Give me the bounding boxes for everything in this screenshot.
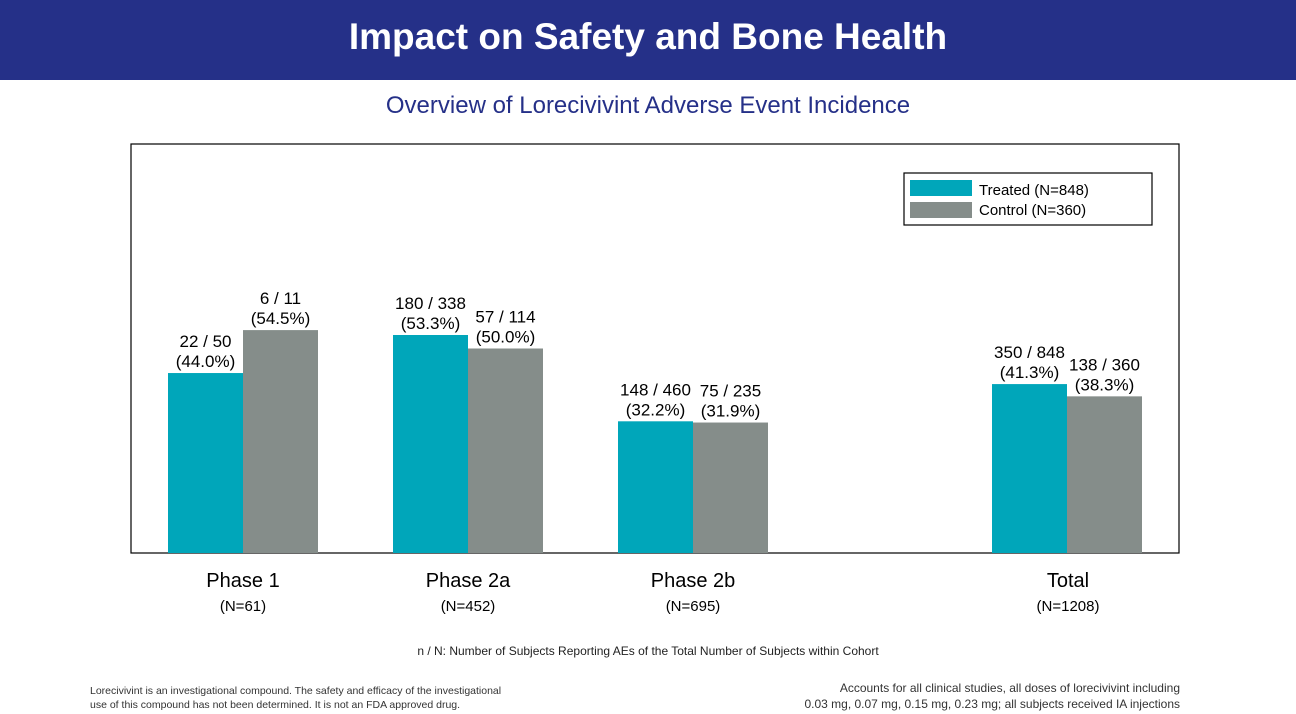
- bar-phase-2b-treated: [618, 421, 693, 553]
- data-label-pct-phase-1-treated: (44.0%): [176, 352, 236, 371]
- category-label-total: Total: [1047, 570, 1089, 592]
- labels-layer: 22 / 50(44.0%) 6 / 11(54.5%) Phase 1 (N=61)…: [176, 289, 1140, 615]
- data-label-pct-phase-2b-control: (31.9%): [701, 402, 761, 421]
- bar-phase-1-treated: [168, 373, 243, 553]
- category-sublabel-phase-2b: (N=695): [666, 598, 721, 615]
- data-label-count-total-treated: 350 / 848: [994, 343, 1065, 362]
- disclaimer-line-1: Lorecivivint is an investigational compo…: [90, 685, 502, 697]
- legend-label-treated: Treated (N=848): [979, 182, 1089, 199]
- data-label-pct-total-treated: (41.3%): [1000, 363, 1060, 382]
- study-note-line-2: 0.03 mg, 0.07 mg, 0.15 mg, 0.23 mg; all …: [804, 697, 1180, 711]
- category-sublabel-total: (N=1208): [1037, 598, 1100, 615]
- data-label-pct-phase-2a-control: (50.0%): [476, 328, 536, 347]
- title-banner: Impact on Safety and Bone Health: [0, 0, 1296, 82]
- bar-phase-2a-treated: [393, 335, 468, 553]
- data-label-count-phase-2b-treated: 148 / 460: [620, 380, 691, 399]
- page-title: Impact on Safety and Bone Health: [348, 16, 948, 57]
- bar-phase-2b-control: [693, 422, 768, 553]
- data-label-pct-phase-2a-treated: (53.3%): [401, 314, 461, 333]
- data-label-count-total-control: 138 / 360: [1069, 355, 1140, 374]
- data-label-count-phase-2a-treated: 180 / 338: [395, 294, 466, 313]
- category-sublabel-phase-1: (N=61): [220, 598, 266, 615]
- disclaimer-line-2: use of this compound has not been determ…: [90, 699, 461, 711]
- footnote: n / N: Number of Subjects Reporting AEs …: [417, 644, 879, 658]
- bar-phase-2a-control: [468, 348, 543, 553]
- legend: Treated (N=848) Control (N=360): [903, 172, 1153, 226]
- bar-total-control: [1067, 396, 1142, 553]
- chart-subtitle: Overview of Lorecivivint Adverse Event I…: [385, 92, 911, 119]
- category-label-phase-2b: Phase 2b: [651, 570, 736, 592]
- study-note-line-1: Accounts for all clinical studies, all d…: [839, 681, 1180, 695]
- disclaimer: Lorecivivint is an investigational compo…: [90, 684, 530, 712]
- category-label-phase-2a: Phase 2a: [426, 570, 511, 592]
- data-label-count-phase-1-treated: 22 / 50: [180, 332, 232, 351]
- data-label-count-phase-2b-control: 75 / 235: [700, 382, 761, 401]
- category-sublabel-phase-2a: (N=452): [441, 598, 496, 615]
- study-note: Accounts for all clinical studies, all d…: [660, 680, 1180, 712]
- legend-label-control: Control (N=360): [979, 202, 1086, 219]
- data-label-count-phase-2a-control: 57 / 114: [475, 308, 535, 327]
- data-label-pct-phase-2b-treated: (32.2%): [626, 400, 686, 419]
- bar-phase-1-control: [243, 330, 318, 553]
- category-label-phase-1: Phase 1: [206, 570, 279, 592]
- bars-layer: [168, 330, 1142, 553]
- data-label-pct-total-control: (38.3%): [1075, 375, 1135, 394]
- bar-total-treated: [992, 384, 1067, 553]
- data-label-pct-phase-1-control: (54.5%): [251, 309, 311, 328]
- legend-swatch-treated: [910, 180, 972, 196]
- data-label-count-phase-1-control: 6 / 11: [260, 289, 301, 308]
- legend-swatch-control: [910, 202, 972, 218]
